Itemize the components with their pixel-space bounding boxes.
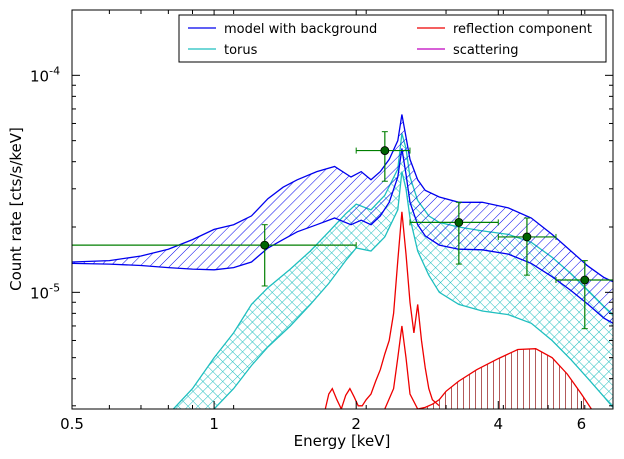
x-axis-label: Energy [keV]	[294, 432, 391, 450]
data-point	[380, 146, 390, 155]
data-point	[522, 232, 532, 242]
y-tick-exponent: -4	[49, 64, 60, 77]
legend-box	[178, 14, 607, 63]
plot-frame	[71, 9, 614, 410]
legend-label-torus: torus	[224, 43, 258, 58]
x-tick-label: 6	[577, 415, 587, 433]
band-fill	[72, 114, 613, 324]
y-tick-label: 10-5	[30, 281, 60, 302]
legend-label-scattering: scattering	[453, 43, 519, 58]
legend-label-model: model with background	[224, 22, 377, 37]
axis-ticks: 0.5 1 2 4 6 10-5 10-4	[30, 9, 613, 433]
x-tick-label: 0.5	[60, 415, 84, 433]
plot-area	[72, 114, 613, 409]
x-tick-label: 4	[494, 415, 504, 433]
y-tick-exponent: -5	[49, 281, 60, 294]
x-tick-label: 2	[351, 415, 361, 433]
data-points-layer	[72, 131, 613, 330]
reflection-layer	[324, 211, 592, 409]
band-lower-line	[213, 171, 613, 409]
data-point	[454, 218, 464, 227]
x-tick-label: 1	[209, 415, 219, 433]
data-point	[580, 275, 590, 285]
reflection-line	[324, 211, 440, 409]
legend: model with background reflection compone…	[178, 14, 607, 63]
legend-label-reflection: reflection component	[453, 22, 592, 37]
band-lower-line	[72, 148, 613, 324]
y-tick-label: 10-4	[30, 64, 60, 85]
y-axis-label: Count rate [cts/s/keV]	[7, 127, 25, 291]
reflection-line	[384, 325, 592, 409]
data-point	[260, 240, 270, 250]
